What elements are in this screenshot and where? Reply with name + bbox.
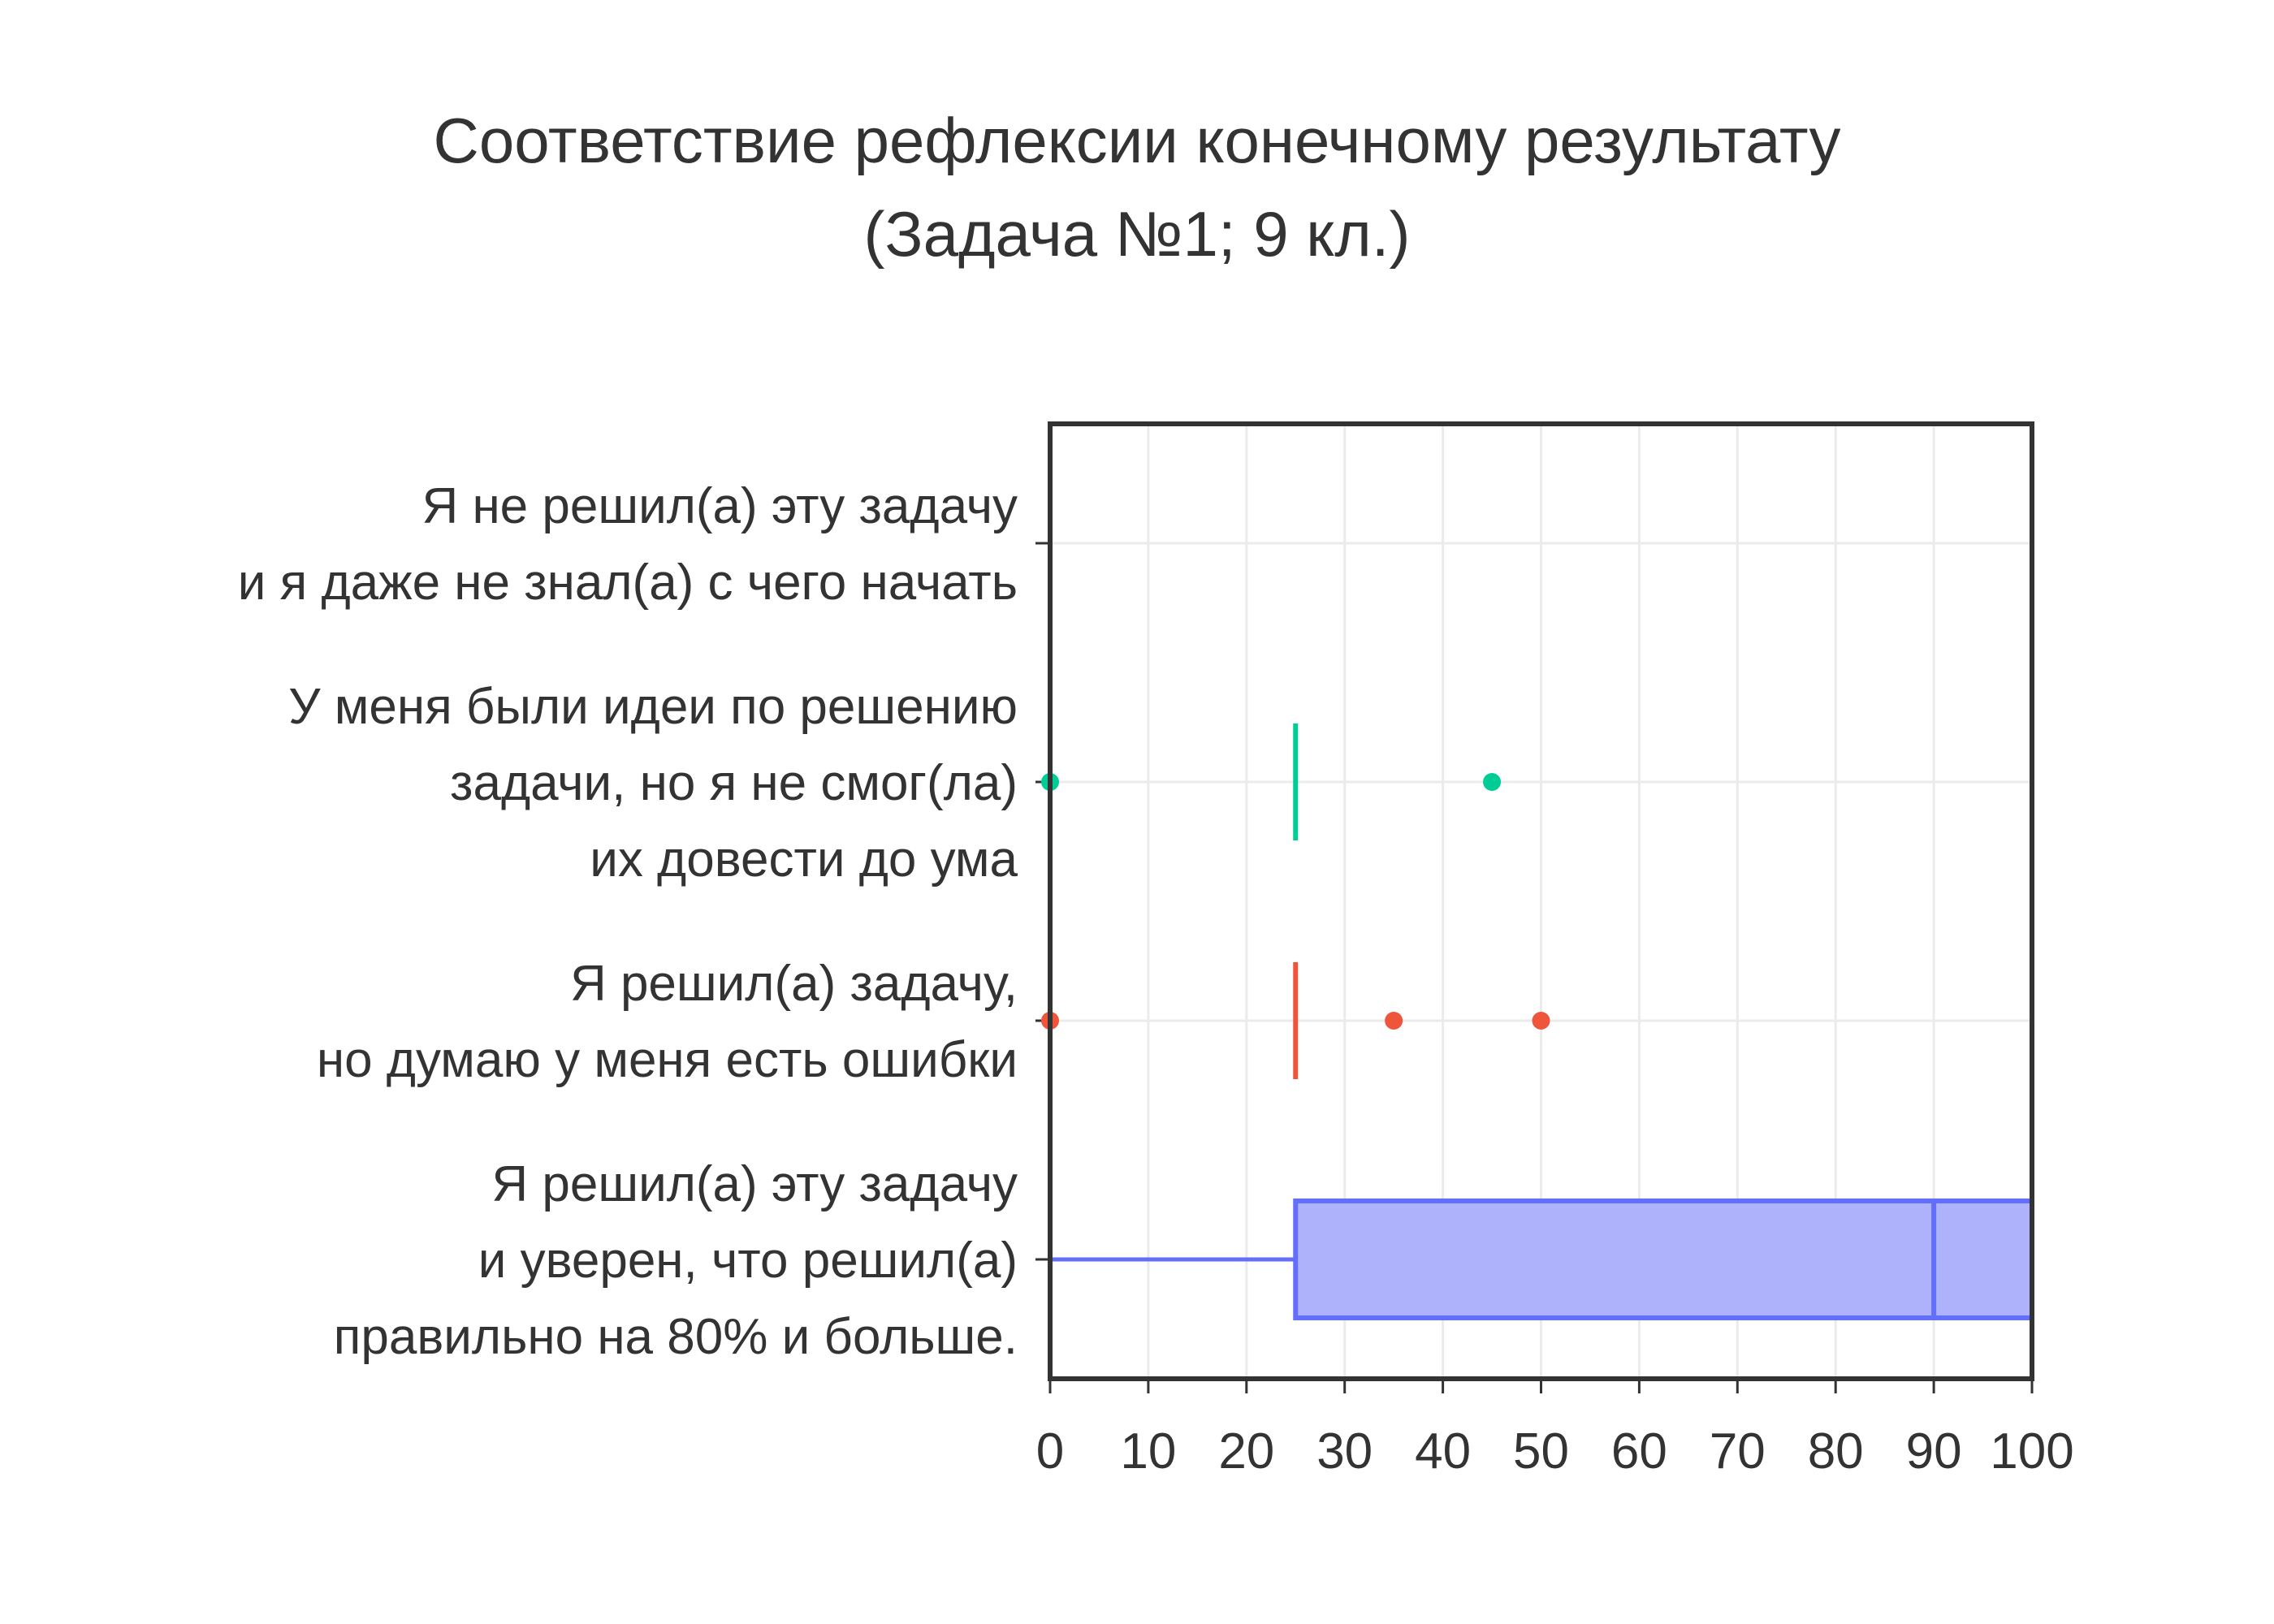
x-tick-label-40: 40: [1415, 1423, 1471, 1479]
category-label-4-line-3: правильно на 80% и больше.: [334, 1309, 1018, 1365]
category-label-4-line-2: и уверен, что решил(а): [478, 1233, 1018, 1289]
chart-title-line-1: Соответствие рефлексии конечному результ…: [434, 105, 1841, 176]
x-tick-label-20: 20: [1218, 1423, 1274, 1479]
category-label-1-line-2: и я даже не знал(а) с чего начать: [238, 555, 1018, 611]
box-body-4: [1293, 1198, 2034, 1321]
x-tick-label-50: 50: [1513, 1423, 1569, 1479]
category-label-1-line-1: Я не решил(а) эту задачу: [422, 478, 1018, 534]
x-axis-ticks: 0 10 20 30 40 50 60 70 80 90 100: [1036, 1379, 2074, 1479]
category-label-3-line-2: но думаю у меня есть ошибки: [317, 1032, 1018, 1088]
box-series-4: [1048, 1198, 2034, 1321]
x-tick-label-90: 90: [1906, 1423, 1962, 1479]
category-label-2-line-3: их довести до ума: [590, 831, 1018, 888]
x-tick-label-100: 100: [1990, 1423, 2073, 1479]
category-label-2-line-2: задачи, но я не смог(ла): [450, 755, 1018, 811]
box-series-2: [1041, 723, 1502, 841]
category-label-2-line-1: У меня были идеи по решению: [288, 679, 1018, 735]
x-tick-label-30: 30: [1316, 1423, 1373, 1479]
chart-title: Соответствие рефлексии конечному результ…: [434, 105, 1841, 270]
x-tick-label-70: 70: [1710, 1423, 1766, 1479]
category-label-4-line-1: Я решил(а) эту задачу: [491, 1156, 1018, 1212]
outlier-point-2-2: [1483, 773, 1502, 791]
outlier-point-3-2: [1385, 1012, 1403, 1030]
category-labels: Я не решил(а) эту задачу и я даже не знал…: [238, 478, 1050, 1365]
box-series-3: [1041, 961, 1550, 1080]
x-tick-label-80: 80: [1808, 1423, 1864, 1479]
x-tick-label-0: 0: [1036, 1423, 1064, 1479]
x-tick-label-60: 60: [1611, 1423, 1667, 1479]
box-marks: [1041, 484, 2034, 1321]
chart-title-line-2: (Задача №1; 9 кл.): [864, 198, 1411, 270]
category-label-3-line-1: Я решил(а) задачу,: [570, 956, 1018, 1012]
x-tick-label-10: 10: [1120, 1423, 1176, 1479]
outlier-point-3-3: [1532, 1012, 1550, 1030]
